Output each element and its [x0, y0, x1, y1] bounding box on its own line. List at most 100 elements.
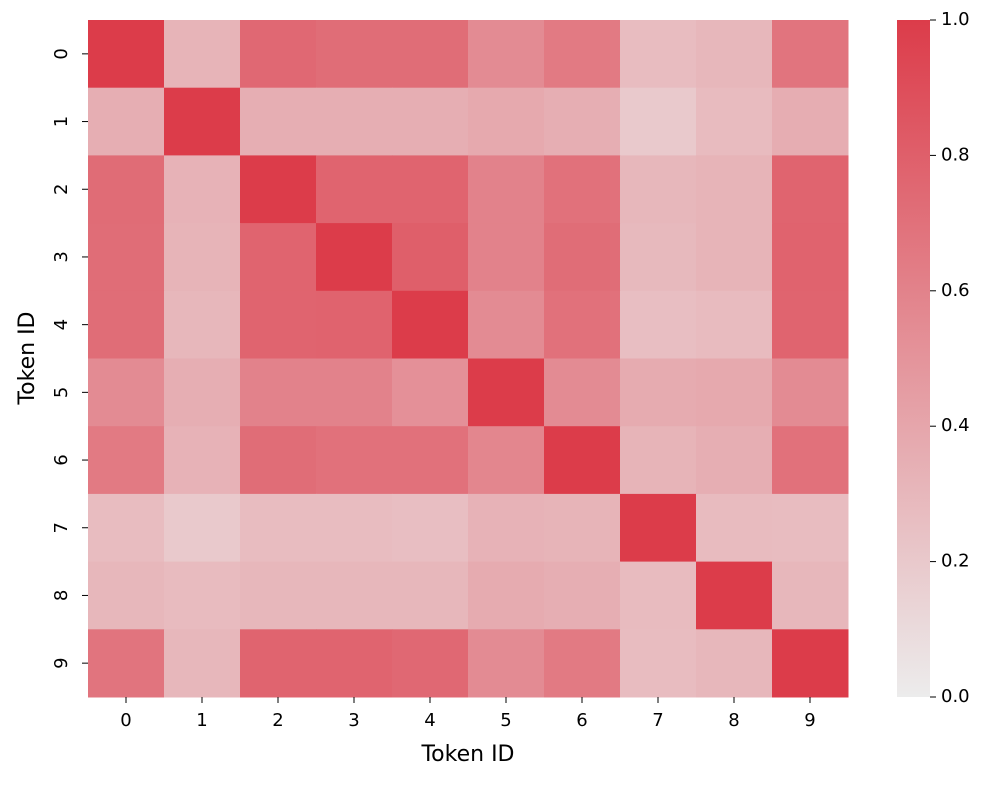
- heatmap-cell: [316, 20, 393, 89]
- y-tick-label: 9: [51, 657, 72, 668]
- heatmap-cell: [88, 629, 165, 698]
- heatmap-cell: [696, 290, 773, 359]
- heatmap-cell: [620, 561, 697, 630]
- x-tick-label: 5: [500, 710, 511, 731]
- heatmap-cell: [696, 87, 773, 156]
- heatmap-cell: [620, 358, 697, 427]
- heatmap-cell: [468, 223, 545, 292]
- heatmap-cell: [392, 493, 469, 563]
- heatmap-cell: [88, 493, 165, 563]
- heatmap-cell: [164, 290, 241, 359]
- x-tick-label: 8: [728, 710, 739, 731]
- heatmap-cell: [240, 629, 317, 698]
- heatmap-cell: [392, 290, 469, 359]
- heatmap-cell: [772, 629, 849, 698]
- heatmap-cell: [544, 629, 621, 698]
- heatmap-cell: [468, 358, 545, 427]
- heatmap-cell: [316, 290, 393, 359]
- y-axis-label: Token ID: [15, 311, 40, 405]
- heatmap-cell: [620, 155, 697, 224]
- x-tick-label: 2: [272, 710, 283, 731]
- heatmap-cell: [88, 561, 165, 630]
- colorbar-tick-label: 1.0: [941, 9, 970, 30]
- heatmap-cell: [468, 426, 545, 495]
- heatmap-cell: [772, 223, 849, 292]
- heatmap-cell: [164, 493, 241, 563]
- heatmap-cell: [544, 20, 621, 89]
- heatmap-cell: [468, 20, 545, 89]
- heatmap-cell: [316, 426, 393, 495]
- heatmap-cell: [164, 87, 241, 156]
- heatmap-cell: [544, 358, 621, 427]
- colorbar-tick-label: 0.4: [941, 415, 970, 436]
- heatmap-cell: [240, 155, 317, 224]
- heatmap-cell: [316, 155, 393, 224]
- heatmap-cell: [88, 223, 165, 292]
- x-axis-label: Token ID: [420, 742, 514, 767]
- y-tick-label: 3: [51, 251, 72, 262]
- heatmap-cell: [164, 561, 241, 630]
- heatmap-cell: [240, 358, 317, 427]
- heatmap-cell: [544, 493, 621, 563]
- heatmap-cell: [544, 223, 621, 292]
- x-tick-label: 9: [804, 710, 815, 731]
- colorbar-tick-label: 0.0: [941, 686, 970, 707]
- y-tick-label: 8: [51, 590, 72, 601]
- heatmap-cell: [392, 426, 469, 495]
- heatmap-cell: [240, 493, 317, 563]
- heatmap-cell: [316, 223, 393, 292]
- heatmap-cell: [316, 358, 393, 427]
- colorbar: [897, 20, 930, 697]
- heatmap-cell: [696, 426, 773, 495]
- y-tick-label: 0: [51, 48, 72, 59]
- heatmap-cell: [164, 20, 241, 89]
- heatmap-cell: [772, 87, 849, 156]
- heatmap-cell: [696, 358, 773, 427]
- heatmap-cell: [88, 155, 165, 224]
- colorbar-tick-label: 0.2: [941, 551, 970, 572]
- heatmap-cell: [88, 426, 165, 495]
- x-tick-label: 4: [424, 710, 435, 731]
- heatmap-cell: [392, 20, 469, 89]
- heatmap-cell: [316, 87, 393, 156]
- heatmap-cell: [544, 87, 621, 156]
- heatmap-cell: [240, 426, 317, 495]
- heatmap-cell: [468, 290, 545, 359]
- heatmap-cell: [88, 358, 165, 427]
- heatmap-cell: [240, 290, 317, 359]
- heatmap-cell: [468, 493, 545, 563]
- heatmap-cell: [544, 155, 621, 224]
- heatmap-cell: [164, 629, 241, 698]
- heatmap-cell: [468, 87, 545, 156]
- heatmap-cell: [164, 223, 241, 292]
- x-tick-label: 3: [348, 710, 359, 731]
- heatmap-cell: [772, 426, 849, 495]
- heatmap-cell: [620, 290, 697, 359]
- x-tick-label: 6: [576, 710, 587, 731]
- x-tick-label: 0: [120, 710, 131, 731]
- heatmap-cell: [392, 87, 469, 156]
- heatmap-cell: [544, 426, 621, 495]
- heatmap-cell: [772, 290, 849, 359]
- heatmap-cell: [620, 223, 697, 292]
- heatmap-cell: [392, 561, 469, 630]
- y-tick-label: 4: [51, 319, 72, 330]
- heatmap-cell: [696, 629, 773, 698]
- heatmap-cell: [620, 493, 697, 563]
- heatmap-cell: [468, 155, 545, 224]
- heatmap-cell: [164, 426, 241, 495]
- heatmap-cell: [468, 561, 545, 630]
- heatmap-cell: [316, 493, 393, 563]
- heatmap-cell: [316, 629, 393, 698]
- y-tick-label: 2: [51, 184, 72, 195]
- heatmap-cell: [240, 561, 317, 630]
- heatmap-cell: [620, 426, 697, 495]
- heatmap-cell: [392, 629, 469, 698]
- heatmap-cell: [88, 20, 165, 89]
- heatmap-cell: [772, 358, 849, 427]
- y-tick-label: 1: [51, 116, 72, 127]
- heatmap-cell: [164, 155, 241, 224]
- heatmap-cell: [240, 223, 317, 292]
- heatmap-cell: [240, 20, 317, 89]
